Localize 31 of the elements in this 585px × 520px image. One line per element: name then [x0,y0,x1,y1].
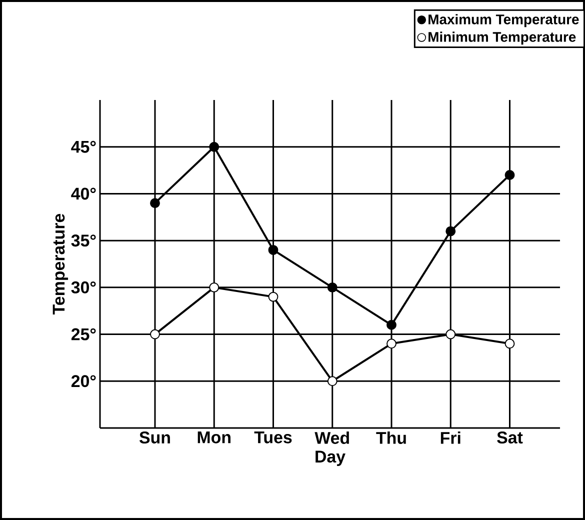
point [386,338,396,349]
y-tick-label: 40° [71,188,96,200]
x-tick-label: Fri [440,432,460,444]
legend-label: Minimum Temperature [428,32,576,45]
point [446,329,456,340]
x-tick-label: Sun [139,432,170,444]
x-axis-title: Day [316,450,346,466]
y-tick-label: 30° [71,281,96,294]
point [504,170,515,180]
x-tick-label: Wed [314,432,349,444]
point [209,142,220,152]
point [504,338,515,349]
y-tick-label: 20° [71,375,96,388]
point [150,198,160,208]
y-tick-label: 45° [71,140,96,153]
x-tick-label: Sat [497,432,523,444]
x-tick-label: Mon [198,432,230,444]
point [150,329,160,340]
legend-label: Maximum Temperature [428,14,579,28]
point [268,292,278,302]
point [446,226,456,236]
x-tick-label: Tues [254,432,292,444]
y-axis-title: Temperature [52,214,68,314]
x-tick-label: Thu [376,432,406,444]
point [386,320,396,330]
y-tick-label: 35° [71,234,96,247]
point [327,376,338,386]
point [209,282,220,292]
y-tick-label: 25° [71,328,96,340]
point [327,282,338,292]
point [268,244,278,255]
